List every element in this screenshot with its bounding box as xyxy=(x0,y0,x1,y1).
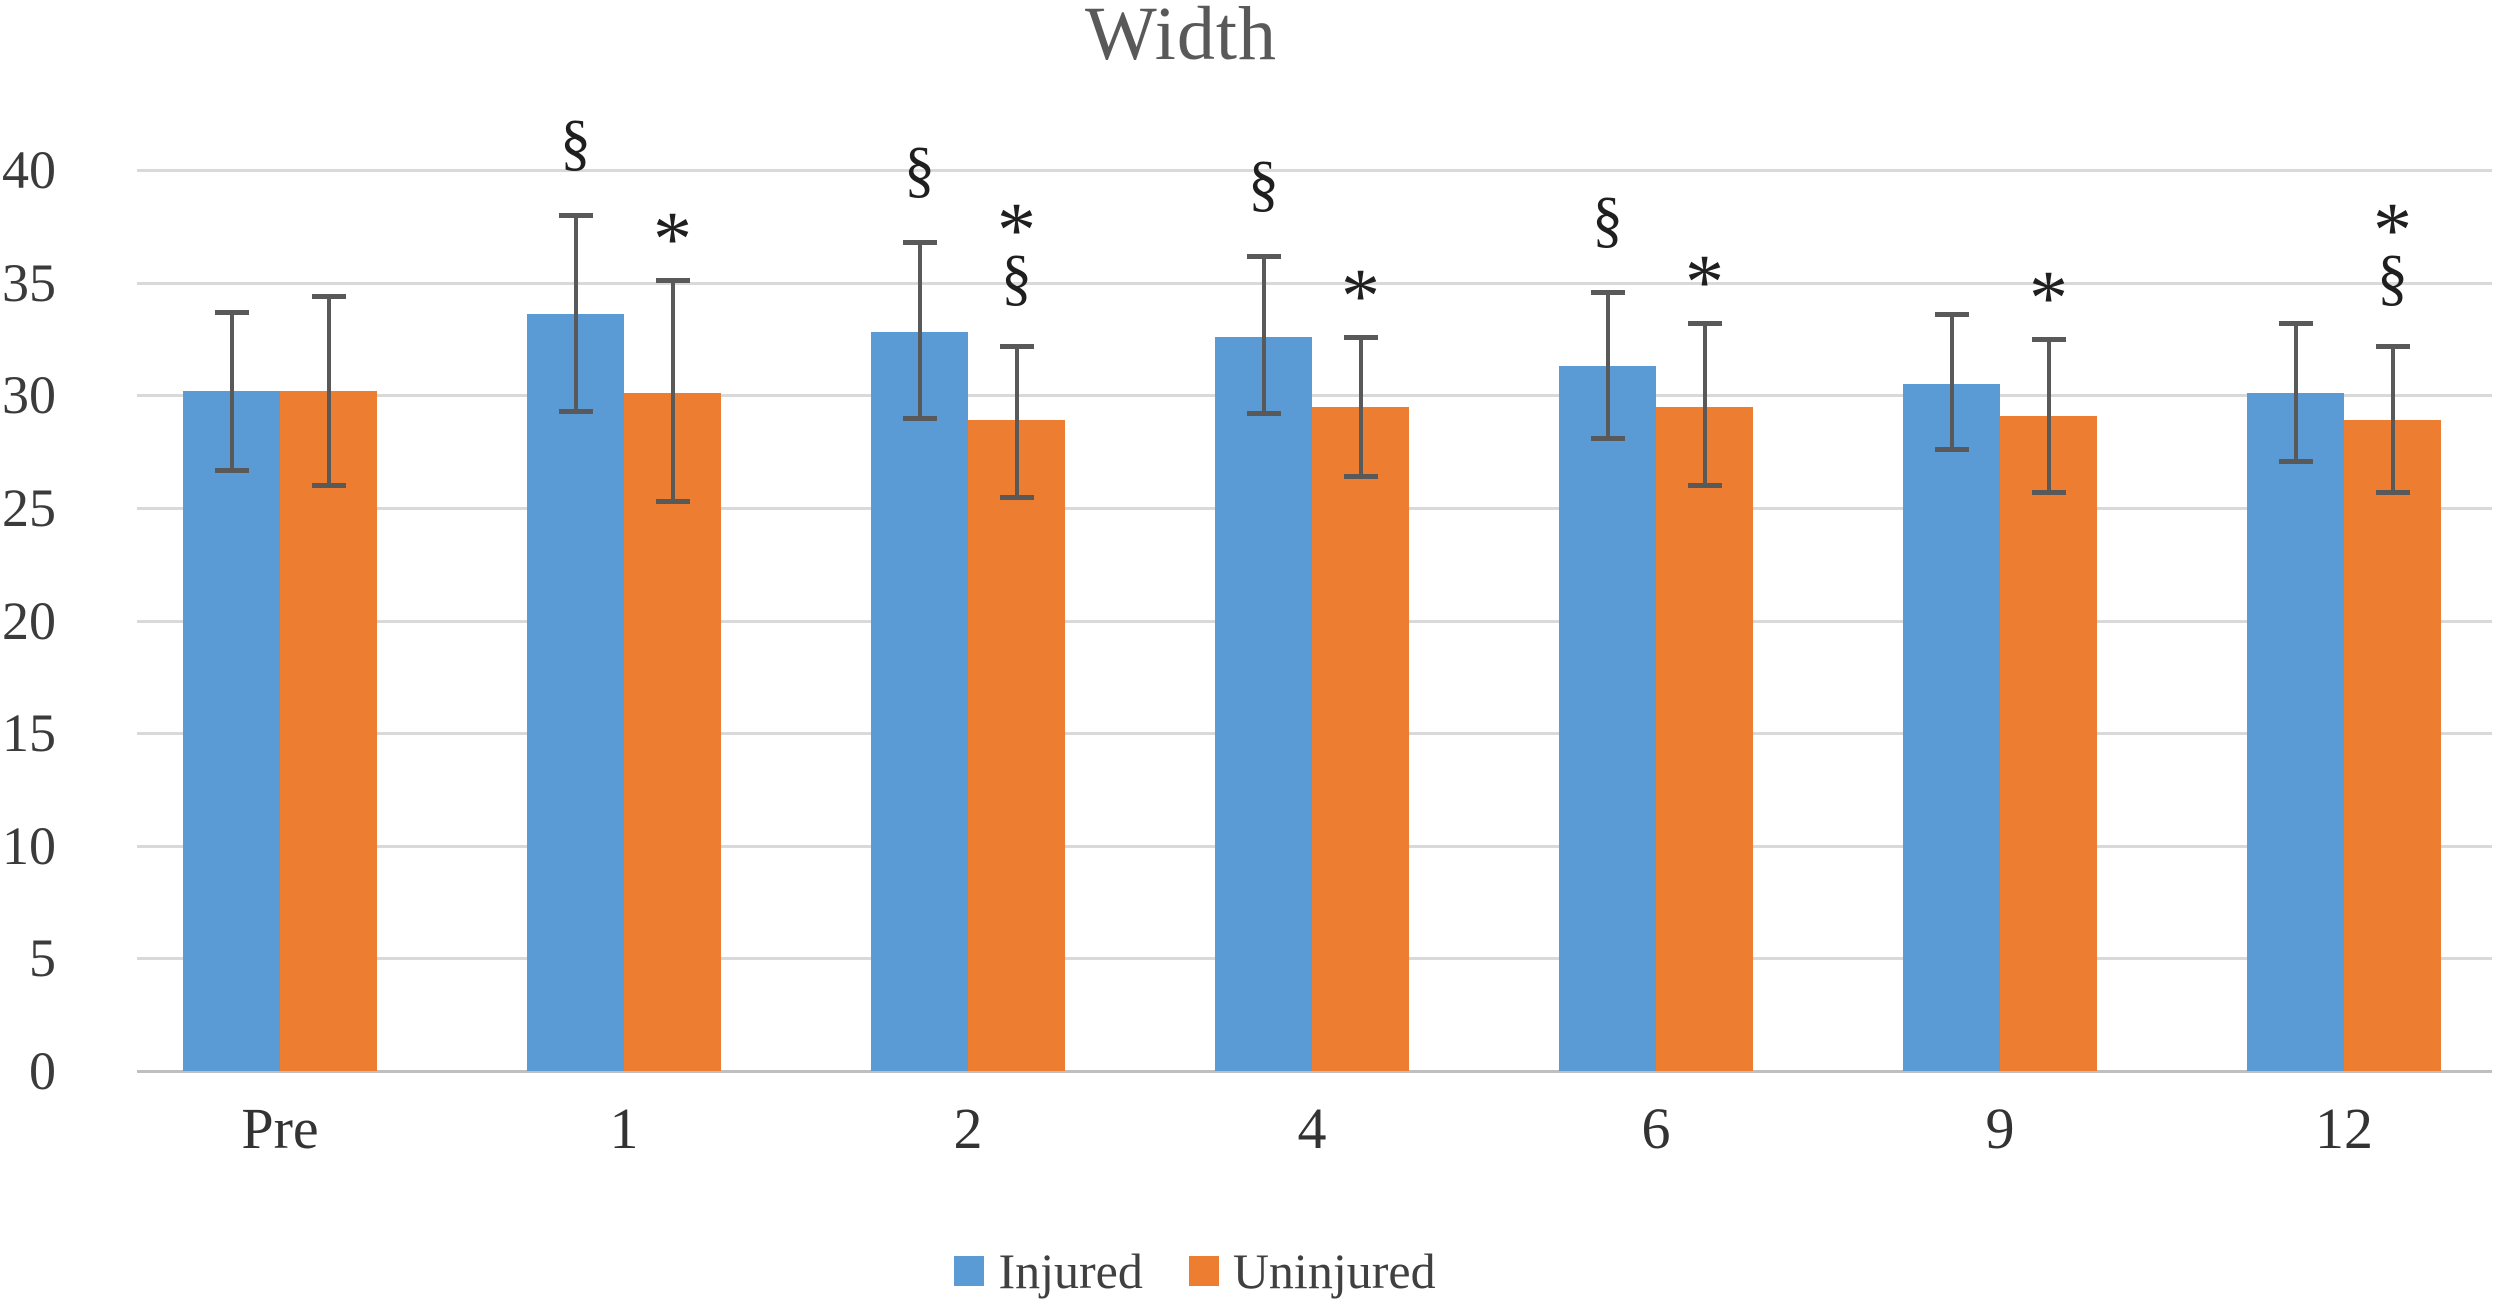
y-tick-label-10: 10 xyxy=(2,815,56,876)
error-bar-uninjured-2-top-cap xyxy=(999,343,1034,349)
x-label-4: 4 xyxy=(1297,1096,1327,1161)
bar-uninjured-2 xyxy=(968,420,1065,1071)
x-label-Pre: Pre xyxy=(241,1096,319,1161)
error-bar-uninjured-6 xyxy=(1702,323,1707,486)
annotation-section-uninjured-12: § xyxy=(2377,243,2408,312)
error-bar-uninjured-12-top-cap xyxy=(2375,343,2410,349)
error-bar-uninjured-12-bottom-cap xyxy=(2375,490,2410,496)
error-bar-uninjured-4-bottom-cap xyxy=(1343,474,1378,480)
y-tick-label-5: 5 xyxy=(29,928,56,989)
annotation-section-uninjured-2: § xyxy=(1001,243,1032,312)
error-bar-uninjured-Pre-bottom-cap xyxy=(311,483,346,489)
y-tick-label-35: 35 xyxy=(2,252,56,313)
error-bar-uninjured-6-top-cap xyxy=(1687,321,1722,327)
y-tick-label-20: 20 xyxy=(2,590,56,651)
annotation-section-injured-4: § xyxy=(1248,149,1279,218)
bar-uninjured-1 xyxy=(624,392,721,1071)
error-bar-injured-12-top-cap xyxy=(2278,321,2313,327)
gridline-35 xyxy=(137,281,2492,285)
annotation-asterisk-uninjured-1: * xyxy=(653,195,692,283)
error-bar-injured-9-top-cap xyxy=(1934,312,1969,318)
y-tick-label-25: 25 xyxy=(2,477,56,538)
error-bar-uninjured-9-top-cap xyxy=(2031,336,2066,342)
error-bar-injured-Pre-bottom-cap xyxy=(214,467,249,473)
annotation-asterisk-uninjured-12: * xyxy=(2373,185,2412,273)
error-bar-injured-2 xyxy=(917,242,922,418)
bar-injured-Pre xyxy=(183,390,280,1071)
legend-swatch-injured xyxy=(954,1256,985,1286)
error-bar-injured-Pre xyxy=(229,311,234,470)
bar-injured-4 xyxy=(1215,336,1312,1071)
annotation-section-injured-6: § xyxy=(1592,185,1623,254)
legend-swatch-uninjured xyxy=(1188,1256,1219,1286)
error-bar-uninjured-4-top-cap xyxy=(1343,334,1378,340)
annotation-asterisk-uninjured-9: * xyxy=(2029,253,2068,341)
gridline-40 xyxy=(137,169,2492,172)
y-tick-label-30: 30 xyxy=(2,365,56,426)
legend-item-injured: Injured xyxy=(954,1243,1143,1299)
bar-injured-1 xyxy=(527,314,624,1071)
bar-uninjured-Pre xyxy=(280,390,377,1071)
x-label-12: 12 xyxy=(2315,1096,2373,1161)
error-bar-injured-4-bottom-cap xyxy=(1246,411,1281,417)
y-tick-label-40: 40 xyxy=(2,140,56,200)
y-tick-label-15: 15 xyxy=(2,703,56,764)
bar-uninjured-4 xyxy=(1312,406,1409,1071)
error-bar-injured-9 xyxy=(1949,314,1954,450)
gridline-30 xyxy=(137,394,2492,398)
bar-injured-6 xyxy=(1559,365,1656,1071)
legend-item-uninjured: Uninjured xyxy=(1188,1243,1436,1299)
x-axis-line xyxy=(137,1070,2492,1073)
bar-uninjured-6 xyxy=(1656,406,1753,1071)
bar-injured-2 xyxy=(871,332,968,1071)
error-bar-uninjured-1 xyxy=(670,280,675,502)
annotation-section-injured-1: § xyxy=(560,109,591,178)
bar-injured-12 xyxy=(2247,392,2344,1071)
legend: Injured Uninjured xyxy=(0,1243,2390,1299)
error-bar-injured-6-bottom-cap xyxy=(1590,436,1625,442)
error-bar-injured-2-top-cap xyxy=(902,240,937,246)
y-tick-label-0: 0 xyxy=(29,1041,56,1101)
error-bar-injured-4-top-cap xyxy=(1246,253,1281,259)
error-bar-uninjured-4 xyxy=(1358,336,1363,477)
x-label-2: 2 xyxy=(953,1096,983,1161)
error-bar-injured-9-bottom-cap xyxy=(1934,447,1969,453)
error-bar-injured-6 xyxy=(1605,291,1610,439)
error-bar-uninjured-9 xyxy=(2046,338,2051,493)
error-bar-injured-1 xyxy=(573,215,578,411)
error-bar-uninjured-1-bottom-cap xyxy=(655,499,690,505)
legend-label-injured: Injured xyxy=(998,1243,1143,1299)
bar-injured-9 xyxy=(1903,383,2000,1071)
error-bar-uninjured-6-bottom-cap xyxy=(1687,483,1722,489)
error-bar-uninjured-1-top-cap xyxy=(655,278,690,284)
error-bar-injured-1-top-cap xyxy=(558,213,593,219)
bar-uninjured-12 xyxy=(2344,420,2441,1071)
error-bar-uninjured-Pre-top-cap xyxy=(311,294,346,300)
error-bar-uninjured-2-bottom-cap xyxy=(999,494,1034,500)
annotation-asterisk-uninjured-4: * xyxy=(1341,251,1380,339)
chart-title: Width xyxy=(1085,0,1277,76)
x-label-9: 9 xyxy=(1985,1096,2015,1161)
error-bar-injured-1-bottom-cap xyxy=(558,409,593,415)
error-bar-injured-2-bottom-cap xyxy=(902,415,937,421)
error-bar-uninjured-9-bottom-cap xyxy=(2031,490,2066,496)
x-label-1: 1 xyxy=(609,1096,639,1161)
bar-uninjured-9 xyxy=(2000,415,2097,1071)
annotation-section-injured-2: § xyxy=(904,136,935,205)
error-bar-injured-12-bottom-cap xyxy=(2278,458,2313,464)
x-label-6: 6 xyxy=(1641,1096,1671,1161)
annotation-asterisk-uninjured-6: * xyxy=(1685,238,1724,326)
error-bar-injured-6-top-cap xyxy=(1590,289,1625,295)
error-bar-uninjured-Pre xyxy=(326,296,331,486)
legend-label-uninjured: Uninjured xyxy=(1232,1243,1436,1299)
annotation-asterisk-uninjured-2: * xyxy=(997,185,1036,273)
error-bar-injured-Pre-top-cap xyxy=(214,309,249,315)
error-bar-uninjured-2 xyxy=(1014,345,1019,497)
error-bar-injured-12 xyxy=(2293,323,2298,461)
error-bar-injured-4 xyxy=(1261,255,1266,414)
error-bar-uninjured-12 xyxy=(2390,345,2395,493)
